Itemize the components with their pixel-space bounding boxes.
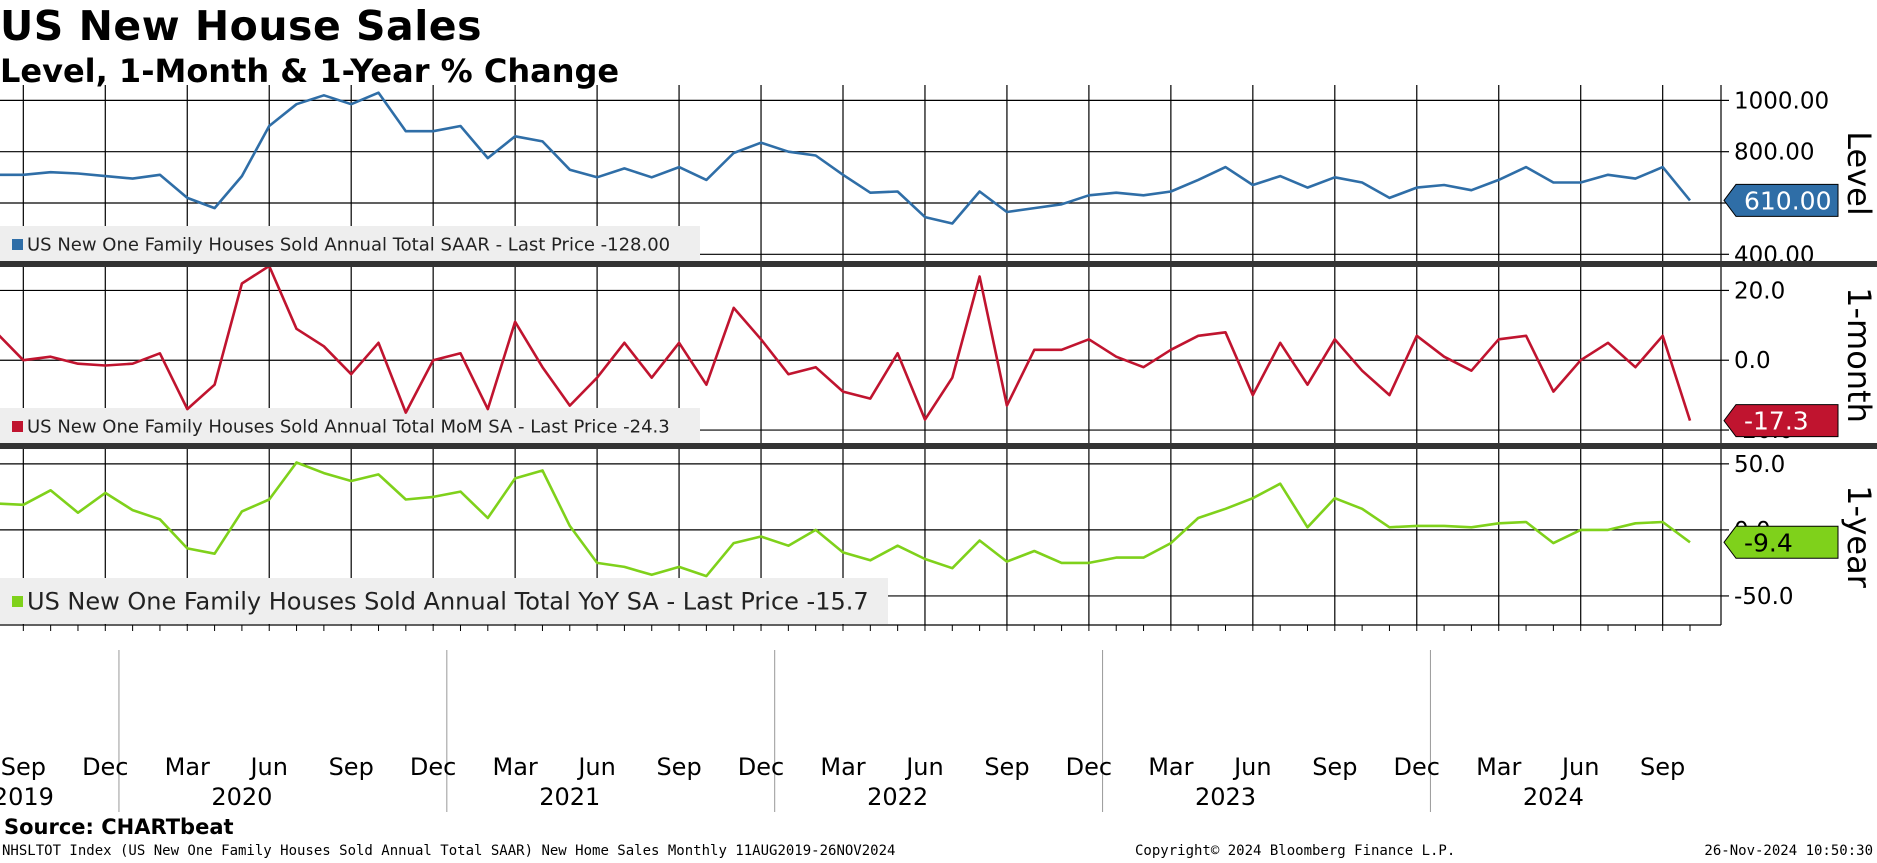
last-value-tag — [1723, 404, 1839, 438]
x-tick-label: Mar — [492, 753, 537, 781]
x-tick-label: Dec — [410, 753, 456, 781]
x-tick-label: Dec — [738, 753, 784, 781]
x-tick-label: Mar — [1148, 753, 1193, 781]
footer-timestamp: 26-Nov-2024 10:50:30 — [1704, 843, 1873, 859]
y-tick-label: 0.0 — [1734, 348, 1771, 374]
chart-title: US New House Sales — [0, 2, 482, 50]
legend-label: US New One Family Houses Sold Annual Tot… — [27, 416, 670, 437]
last-value-tag — [1723, 183, 1839, 217]
chart-subtitle: Level, 1-Month & 1-Year % Change — [0, 52, 620, 90]
panel-separator — [0, 261, 1877, 267]
panel-label: Level — [1840, 131, 1877, 215]
panel-label: 1-year — [1840, 485, 1877, 589]
x-tick-label: Sep — [1640, 753, 1685, 781]
legend-swatch — [12, 239, 23, 250]
y-tick-label: 800.00 — [1734, 140, 1814, 166]
x-tick-label: Sep — [1312, 753, 1357, 781]
last-value-label: -9.4 — [1744, 528, 1793, 557]
x-year-label: 2019 — [0, 783, 54, 811]
x-tick-label: Mar — [1476, 753, 1521, 781]
footer-ticker-info: NHSLTOT Index (US New One Family Houses … — [2, 843, 896, 859]
y-tick-label: 1000.00 — [1734, 88, 1829, 114]
x-tick-label: Dec — [1394, 753, 1440, 781]
x-year-label: 2021 — [539, 783, 600, 811]
x-year-label: 2020 — [211, 783, 272, 811]
x-tick-label: Sep — [984, 753, 1029, 781]
x-tick-label: Jun — [576, 753, 616, 781]
legend-swatch — [12, 421, 23, 432]
x-tick-label: Jun — [1560, 753, 1600, 781]
x-tick-label: Dec — [1066, 753, 1112, 781]
source-label: Source: CHARTbeat — [4, 815, 234, 839]
x-tick-label: Jun — [1232, 753, 1272, 781]
last-value-label: 610.00 — [1744, 186, 1831, 215]
x-tick-label: Mar — [820, 753, 865, 781]
x-tick-label: Mar — [165, 753, 210, 781]
legend-label: US New One Family Houses Sold Annual Tot… — [27, 588, 869, 616]
legend-box — [0, 408, 700, 444]
series-line — [0, 91, 1692, 225]
legend-swatch — [12, 596, 23, 607]
y-tick-label: -50.0 — [1734, 584, 1794, 610]
x-tick-label: Jun — [248, 753, 288, 781]
x-tick-label: Jun — [904, 753, 944, 781]
panel-separator — [0, 443, 1877, 449]
x-tick-label: Sep — [329, 753, 374, 781]
x-year-label: 2022 — [867, 783, 928, 811]
last-value-label: -17.3 — [1744, 407, 1809, 436]
x-tick-label: Sep — [656, 753, 701, 781]
footer-copyright: Copyright© 2024 Bloomberg Finance L.P. — [1135, 843, 1456, 859]
x-year-label: 2023 — [1195, 783, 1256, 811]
x-tick-label: Dec — [82, 753, 128, 781]
x-tick-label: Sep — [1, 753, 46, 781]
legend-label: US New One Family Houses Sold Annual Tot… — [27, 234, 670, 255]
y-tick-label: 50.0 — [1734, 452, 1785, 478]
legend-box — [0, 226, 700, 262]
panel-label: 1-month — [1840, 287, 1877, 423]
y-tick-label: 20.0 — [1734, 278, 1785, 304]
x-year-label: 2024 — [1523, 783, 1584, 811]
last-value-tag — [1723, 525, 1839, 559]
series-line — [0, 461, 1691, 578]
legend-box — [0, 578, 888, 624]
series-line — [0, 264, 1692, 421]
